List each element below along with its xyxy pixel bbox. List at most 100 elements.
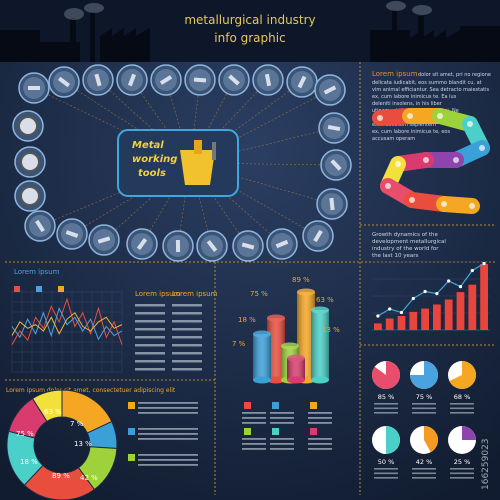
growth-trend-point <box>470 268 474 273</box>
donut-label: 13 % <box>74 440 92 448</box>
legend-text-line <box>242 438 266 440</box>
pie-text-line <box>412 468 436 470</box>
growth-trend-point <box>458 285 463 289</box>
text-line-3: vim animal efficiantur. Sea detracto mai… <box>372 87 489 93</box>
cylinder-label: 13 % <box>322 326 340 334</box>
pie-slice <box>424 426 438 453</box>
placeholder-line <box>172 328 202 331</box>
growth-trend-point <box>423 289 427 294</box>
snake-dot <box>385 183 391 189</box>
snake-dot <box>437 113 443 119</box>
growth-bar <box>421 308 429 330</box>
line-legend-swatch <box>14 286 20 292</box>
pie-label: 50 % <box>378 458 395 466</box>
snake-dot <box>453 157 459 163</box>
growth-trend-point <box>376 314 380 318</box>
tool-glyph <box>241 242 255 250</box>
pie-label: 85 % <box>378 393 395 401</box>
growth-trend-point <box>447 279 451 283</box>
text-line-8: ex ei accusam sapientem <box>372 122 436 128</box>
tool-connector <box>189 162 319 237</box>
legend-text-line <box>270 422 294 424</box>
legend-box <box>272 428 279 435</box>
legend-text-line <box>308 443 332 445</box>
pie-text-line <box>450 403 474 405</box>
line-legend-2: Lorem ipsum <box>172 290 218 298</box>
ladle-icon <box>180 140 216 185</box>
cylinder-shade <box>287 358 305 380</box>
pie-text-line <box>374 403 398 405</box>
center-label-3: tools <box>138 168 166 179</box>
cylinder-shade <box>253 334 271 380</box>
growth-trend-point <box>399 310 404 315</box>
placeholder-line <box>172 312 202 315</box>
tool-connector <box>189 162 333 205</box>
smoke-clouds <box>64 1 432 20</box>
placeholder-line <box>172 304 202 307</box>
tool-glyph <box>327 124 341 132</box>
tool-connector <box>189 162 283 245</box>
legend-text-line <box>242 443 266 445</box>
cylinder-chart: 89 % 75 % 63 % 18 % 13 % 7 % <box>232 276 340 384</box>
tool-extra-icon <box>20 152 40 172</box>
donut-legend-line <box>138 428 198 430</box>
growth-bar <box>385 318 394 330</box>
growth-bar <box>397 316 406 330</box>
line-legend-swatch <box>36 286 42 292</box>
watermark: 166259023 <box>481 438 491 490</box>
tool-glyph <box>275 239 289 249</box>
pie-label: 25 % <box>454 458 471 466</box>
legend-text-line <box>308 422 332 424</box>
tool-glyph <box>313 229 323 243</box>
growth-trend-point <box>482 261 486 266</box>
pie-slice <box>462 426 476 440</box>
growth-bar <box>456 292 465 330</box>
snake-dot <box>469 203 475 209</box>
growth-trend-point <box>411 296 415 301</box>
placeholder-line <box>135 368 165 371</box>
legend-text-line <box>270 448 294 450</box>
placeholder-line <box>172 336 202 339</box>
tool-glyph <box>323 85 337 95</box>
donut-legend-line <box>138 454 198 456</box>
cylinder-top-fill <box>267 314 285 322</box>
donut-legend-swatch <box>128 428 135 435</box>
placeholder-line <box>135 320 165 323</box>
placeholder-line <box>135 336 165 339</box>
donut-label: 75 % <box>16 430 34 438</box>
tool-glyph <box>58 76 70 88</box>
pie-text-line <box>412 403 436 405</box>
placeholder-line <box>135 344 165 347</box>
text-line-1: dolor sit amet, pri no regione <box>418 72 491 78</box>
donut-legend-line <box>138 464 198 466</box>
legend-text-line <box>242 417 266 419</box>
tool-glyph <box>175 239 181 253</box>
pie-grid: 85 % 75 % 68 % 50 % 42 % 25 % <box>372 361 477 479</box>
pie-text-line <box>450 477 474 479</box>
text-line-5: deleniti insolens, in his liber <box>372 101 443 107</box>
growth-caption-3: industry of the world for <box>372 246 439 252</box>
tool-glyph <box>206 240 218 252</box>
legend-boxes <box>242 402 332 450</box>
donut-chart: 63 % 7 % 75 % 13 % 18 % 89 % 42 % <box>6 389 198 500</box>
tool-glyph <box>65 230 79 238</box>
factory-silhouette-right <box>370 10 500 62</box>
tool-glyph <box>228 74 240 86</box>
text-line-4: ex, cum labore inimicus te. Ea ius <box>372 94 457 100</box>
cylinder-label: 63 % <box>316 296 334 304</box>
growth-trend-line <box>377 262 485 317</box>
tool-glyph <box>97 236 111 244</box>
legend-text-line <box>308 417 332 419</box>
snake-dot <box>395 161 401 167</box>
cylinder-top-fill <box>311 306 329 314</box>
donut-legend-line <box>138 407 198 409</box>
center-label-1: Metal <box>132 140 164 151</box>
cylinder-top-fill <box>281 342 299 350</box>
line-series <box>11 306 123 341</box>
tool-glyph <box>330 159 342 171</box>
pie-text-line <box>412 407 436 410</box>
pie-text-line <box>450 472 474 475</box>
donut-label: 89 % <box>52 472 70 480</box>
legend-text-line <box>270 443 294 445</box>
tools-panel <box>12 64 352 262</box>
